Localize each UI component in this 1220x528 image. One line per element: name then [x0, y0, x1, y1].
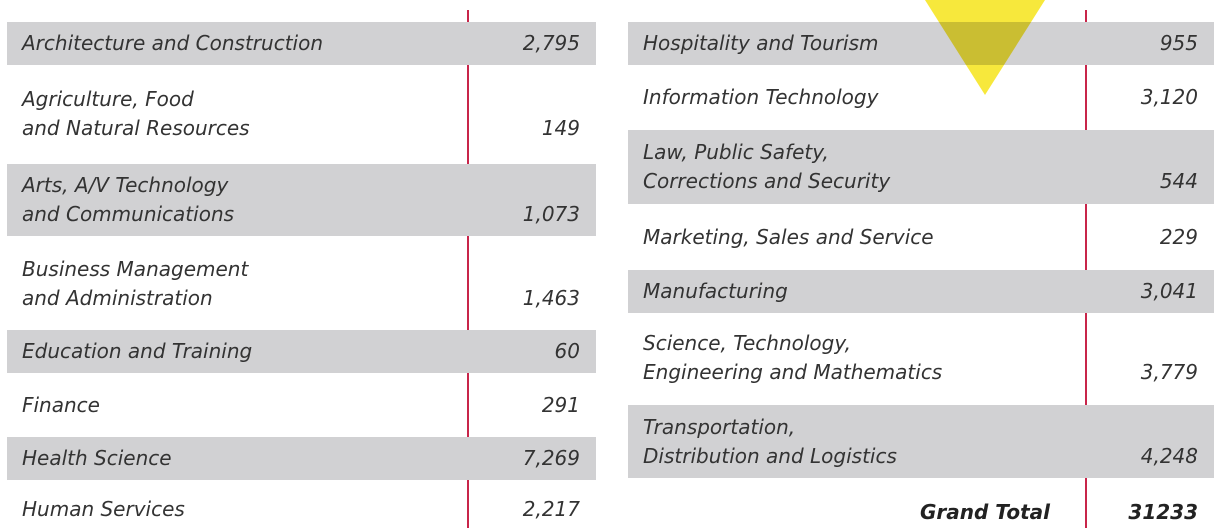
row-label: Marketing, Sales and Service	[643, 225, 934, 249]
row-label: Education and Training	[22, 339, 253, 363]
total-label: Grand Total	[919, 500, 1050, 524]
row-value: 3,041	[1140, 279, 1198, 303]
row-label: Law, Public Safety,	[643, 140, 829, 164]
table-row	[7, 330, 596, 373]
row-label: and Administration	[22, 286, 213, 310]
table-row	[7, 22, 596, 65]
row-label: Business Management	[22, 257, 249, 281]
table-row	[7, 437, 596, 480]
table-row	[628, 130, 1214, 204]
row-value: 3,120	[1140, 85, 1198, 109]
row-label: and Natural Resources	[22, 116, 250, 140]
row-value: 291	[541, 393, 580, 417]
row-value: 1,073	[522, 202, 580, 226]
table-row	[628, 22, 1214, 65]
row-value: 4,248	[1140, 443, 1198, 468]
row-label: Manufacturing	[643, 279, 788, 303]
row-label: Architecture and Construction	[22, 31, 324, 55]
row-label: Arts, A/V Technology	[22, 173, 229, 197]
total-value: 31233	[1128, 500, 1198, 524]
row-value: 1,463	[522, 286, 580, 310]
divider	[467, 10, 469, 528]
row-value: 149	[541, 116, 580, 140]
row-label: Transportation,	[643, 414, 796, 439]
row-label: Health Science	[22, 446, 172, 470]
row-value: 2,795	[522, 31, 580, 55]
row-label: Engineering and Mathematics	[643, 360, 943, 384]
row-label: Science, Technology,	[643, 331, 852, 355]
row-value: 3,779	[1140, 360, 1198, 384]
row-label: Human Services	[22, 497, 185, 521]
row-value: 2,217	[522, 497, 580, 521]
row-label: Hospitality and Tourism	[643, 31, 879, 55]
row-value: 229	[1159, 225, 1198, 249]
row-value: 7,269	[522, 446, 580, 470]
row-label: Finance	[22, 393, 100, 417]
row-label: Distribution and Logistics	[643, 443, 897, 468]
row-value: 544	[1159, 169, 1198, 193]
table-row	[628, 405, 1214, 478]
table-row	[7, 164, 596, 236]
row-value: 60	[554, 339, 580, 363]
row-label: Corrections and Security	[643, 169, 891, 193]
table-row	[628, 270, 1214, 313]
row-label: Information Technology	[643, 85, 879, 109]
row-label: Agriculture, Food	[22, 87, 194, 111]
row-label: and Communications	[22, 202, 235, 226]
divider	[1085, 10, 1087, 528]
row-value: 955	[1159, 31, 1198, 55]
